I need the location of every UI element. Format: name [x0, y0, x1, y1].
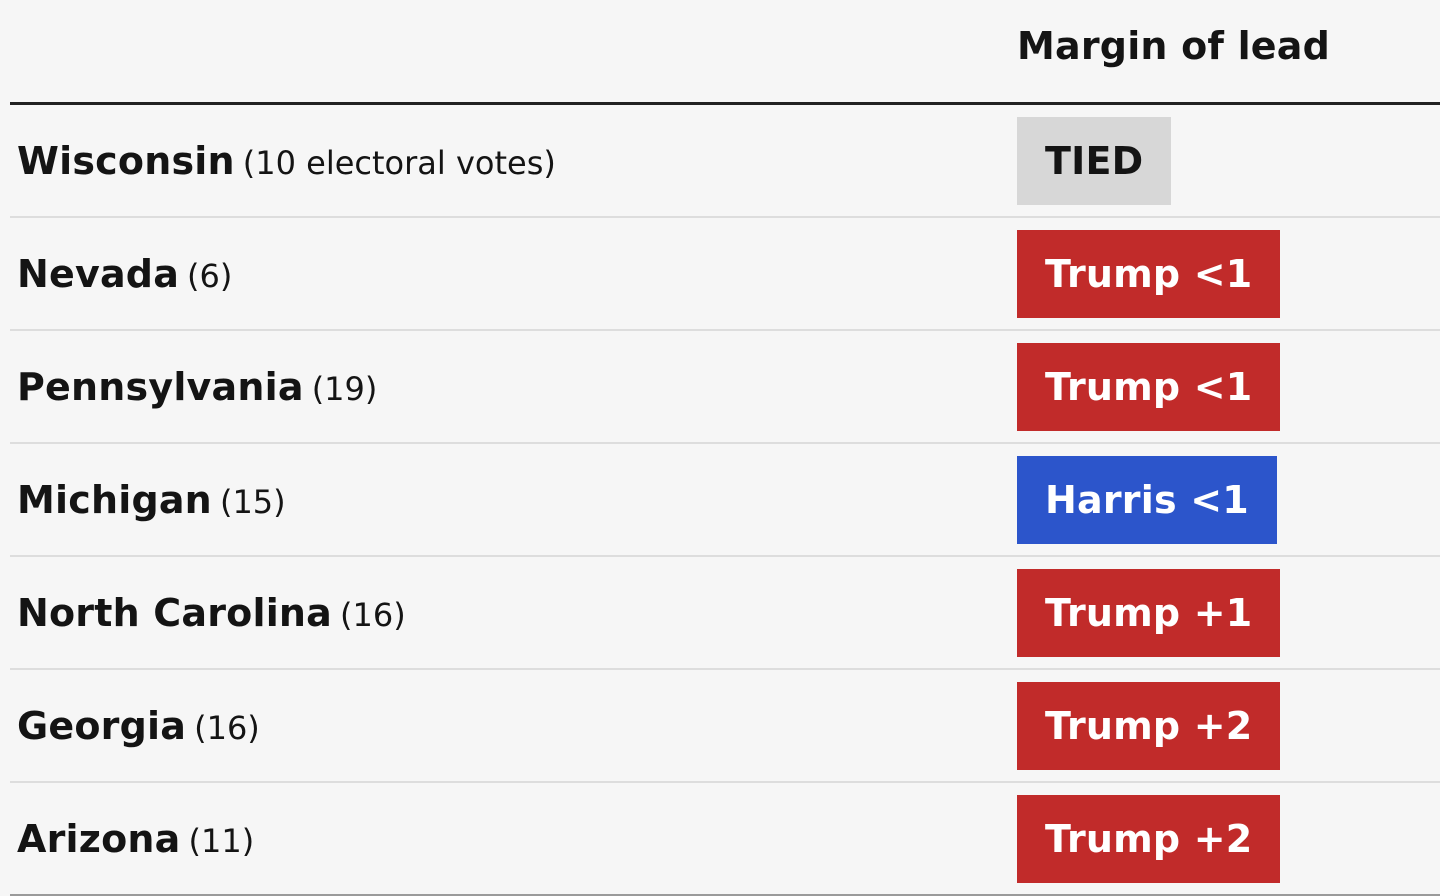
- electoral-votes: (16): [340, 595, 406, 634]
- state-name: Wisconsin: [17, 138, 235, 183]
- battleground-table: Margin of lead Wisconsin (10 electoral vo…: [10, 0, 1440, 896]
- state-name: Pennsylvania: [17, 364, 304, 409]
- table-row: Pennsylvania (19) Trump <1: [10, 331, 1440, 444]
- electoral-votes: (19): [311, 369, 378, 408]
- lead-badge: Harris <1: [1017, 455, 1277, 544]
- state-cell: North Carolina (16): [17, 591, 406, 635]
- state-name: Arizona: [17, 816, 181, 861]
- state-cell: Nevada (6): [17, 252, 232, 296]
- state-name: Michigan: [17, 477, 212, 522]
- electoral-votes: (15): [219, 482, 286, 521]
- lead-badge: Trump +2: [1017, 794, 1281, 883]
- table-header: Margin of lead: [10, 0, 1440, 105]
- margin-of-lead-header: Margin of lead: [1017, 24, 1331, 68]
- lead-badge: Trump +1: [1017, 568, 1281, 657]
- electoral-votes: (16): [194, 708, 260, 747]
- table-row: Wisconsin (10 electoral votes) TIED: [10, 105, 1440, 218]
- lead-badge: Trump <1: [1017, 229, 1281, 318]
- state-cell: Georgia (16): [17, 704, 260, 748]
- electoral-votes: (11): [188, 821, 255, 860]
- table-row: Michigan (15) Harris <1: [10, 444, 1440, 557]
- state-cell: Michigan (15): [17, 478, 286, 522]
- table-row: Arizona (11) Trump +2: [10, 783, 1440, 896]
- table-row: Nevada (6) Trump <1: [10, 218, 1440, 331]
- electoral-votes: (6): [187, 256, 233, 295]
- lead-badge: Trump +2: [1017, 681, 1281, 770]
- state-cell: Wisconsin (10 electoral votes): [17, 139, 556, 183]
- table-row: Georgia (16) Trump +2: [10, 670, 1440, 783]
- state-cell: Pennsylvania (19): [17, 365, 377, 409]
- state-name: Nevada: [17, 251, 180, 296]
- lead-badge: Trump <1: [1017, 342, 1281, 431]
- state-cell: Arizona (11): [17, 817, 254, 861]
- state-name: North Carolina: [17, 590, 333, 635]
- table-row: North Carolina (16) Trump +1: [10, 557, 1440, 670]
- state-name: Georgia: [17, 703, 187, 748]
- lead-badge: TIED: [1017, 116, 1172, 205]
- electoral-votes: (10 electoral votes): [242, 143, 556, 182]
